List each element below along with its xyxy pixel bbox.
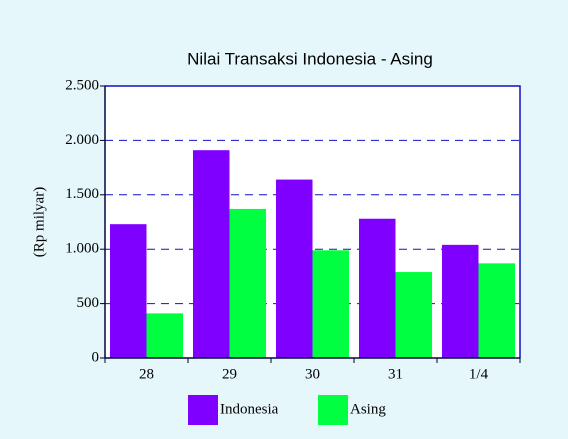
x-tick-label: 31	[388, 366, 403, 382]
y-axis-label: (Rp milyar)	[31, 187, 47, 257]
legend-swatch	[188, 395, 218, 425]
legend-label: Asing	[350, 401, 386, 417]
x-tick-label: 29	[222, 366, 237, 382]
y-tick-label: 0	[92, 349, 100, 365]
bar	[395, 272, 433, 358]
y-tick-label: 500	[77, 295, 100, 311]
x-tick-label: 30	[305, 366, 320, 382]
y-tick-label: 2.000	[65, 132, 99, 148]
bar	[229, 208, 267, 358]
legend-label: Indonesia	[220, 401, 279, 417]
chart-title: Nilai Transaksi Indonesia - Asing	[187, 49, 433, 68]
bar	[192, 150, 230, 358]
y-tick-label: 1.000	[65, 241, 99, 257]
bar	[441, 244, 479, 358]
bar	[358, 218, 396, 358]
y-tick-label: 1.500	[65, 186, 99, 202]
y-tick-label: 2.500	[65, 77, 99, 93]
x-tick-label: 1/4	[469, 366, 489, 382]
legend-swatch	[318, 395, 348, 425]
x-tick-label: 28	[139, 366, 154, 382]
bar	[146, 313, 184, 358]
bar	[275, 179, 313, 358]
bar	[312, 250, 350, 358]
bar	[478, 263, 516, 358]
bar	[109, 224, 147, 358]
